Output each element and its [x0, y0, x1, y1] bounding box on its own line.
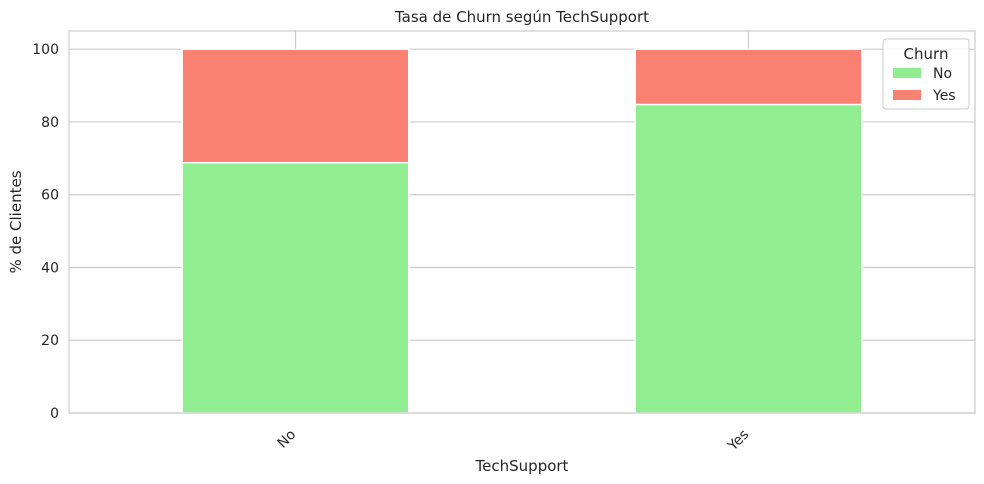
y-tick-label: 0 — [50, 406, 59, 422]
legend-label-yes: Yes — [932, 88, 956, 104]
legend-label-no: No — [933, 66, 952, 82]
y-tick-label: 100 — [32, 42, 59, 58]
y-tick-labels: 0 20 40 60 80 100 — [32, 42, 59, 422]
y-tick-label: 80 — [41, 115, 59, 131]
bars — [181, 48, 863, 414]
chart-title: Tasa de Churn según TechSupport — [394, 8, 649, 26]
y-tick-label: 60 — [41, 188, 59, 204]
x-tick-label: Yes — [724, 427, 752, 455]
x-tick-labels: No Yes — [274, 427, 752, 455]
plot-frame — [68, 30, 976, 414]
legend-title: Churn — [904, 45, 949, 63]
bar-no-series-no — [181, 161, 410, 414]
y-axis-label: % de Clientes — [7, 170, 25, 273]
y-tick-label: 40 — [41, 260, 59, 276]
legend: Churn No Yes — [882, 38, 970, 110]
x-tick-label: No — [274, 427, 299, 452]
x-axis-label: TechSupport — [475, 457, 569, 475]
bar-yes-series-no — [634, 103, 863, 414]
legend-swatch-yes — [893, 90, 921, 100]
bar-yes-series-yes — [634, 48, 863, 106]
bar-no-series-yes — [181, 48, 410, 164]
legend-swatch-no — [893, 68, 921, 78]
y-tick-label: 20 — [41, 333, 59, 349]
